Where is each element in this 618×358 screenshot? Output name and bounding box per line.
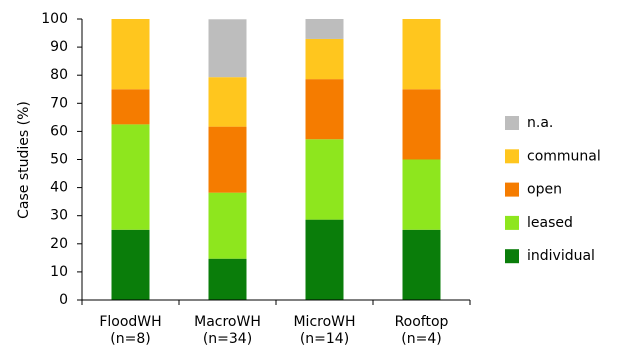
bar-segment — [111, 19, 150, 90]
y-tick-label: 40 — [50, 180, 68, 196]
legend-swatch — [505, 182, 519, 197]
y-tick-label: 60 — [50, 123, 68, 139]
y-tick-label: 20 — [50, 236, 68, 252]
bar-segment — [305, 38, 344, 80]
legend-swatch — [505, 215, 519, 230]
bar-segment — [402, 19, 441, 90]
bar-segment — [305, 219, 344, 300]
x-tick-label: MacroWH — [194, 314, 261, 330]
x-tick-note: (n=14) — [300, 331, 349, 347]
bar-segment — [208, 77, 247, 127]
bar-segment — [402, 89, 441, 160]
legend-label: individual — [527, 248, 595, 264]
y-tick-label: 50 — [50, 152, 68, 168]
legend-label: open — [527, 182, 562, 198]
bar-segment — [208, 126, 247, 193]
y-axis-label: Case studies (%) — [16, 101, 32, 219]
legend-swatch — [505, 149, 519, 164]
bar-segment — [111, 124, 150, 230]
legend-label: leased — [527, 215, 573, 231]
bar-segment — [208, 19, 247, 78]
bar-segment — [305, 79, 344, 140]
x-tick-label: MicroWH — [293, 314, 355, 330]
x-tick-label: Rooftop — [395, 314, 449, 330]
y-tick-label: 90 — [50, 39, 68, 55]
bar-segment — [305, 19, 344, 39]
y-tick-label: 0 — [59, 292, 68, 308]
x-tick-note: (n=8) — [110, 331, 150, 347]
legend-label: communal — [527, 148, 601, 164]
bar-segment — [305, 139, 344, 220]
y-tick-label: 70 — [50, 95, 68, 111]
x-tick-label: FloodWH — [99, 314, 161, 330]
legend-swatch — [505, 249, 519, 264]
y-tick-label: 100 — [41, 11, 68, 27]
legend-swatch — [505, 116, 519, 130]
x-tick-note: (n=34) — [203, 331, 252, 347]
legend-label: n.a. — [527, 115, 553, 131]
bar-segment — [111, 229, 150, 300]
bar-segment — [208, 192, 247, 259]
bar-segment — [402, 159, 441, 230]
bar-segment — [208, 258, 247, 300]
x-tick-note: (n=4) — [401, 331, 441, 347]
y-tick-label: 80 — [50, 67, 68, 83]
y-tick-label: 10 — [50, 264, 68, 280]
y-tick-label: 30 — [50, 208, 68, 224]
bar-segment — [402, 229, 441, 300]
bar-segment — [111, 89, 150, 125]
